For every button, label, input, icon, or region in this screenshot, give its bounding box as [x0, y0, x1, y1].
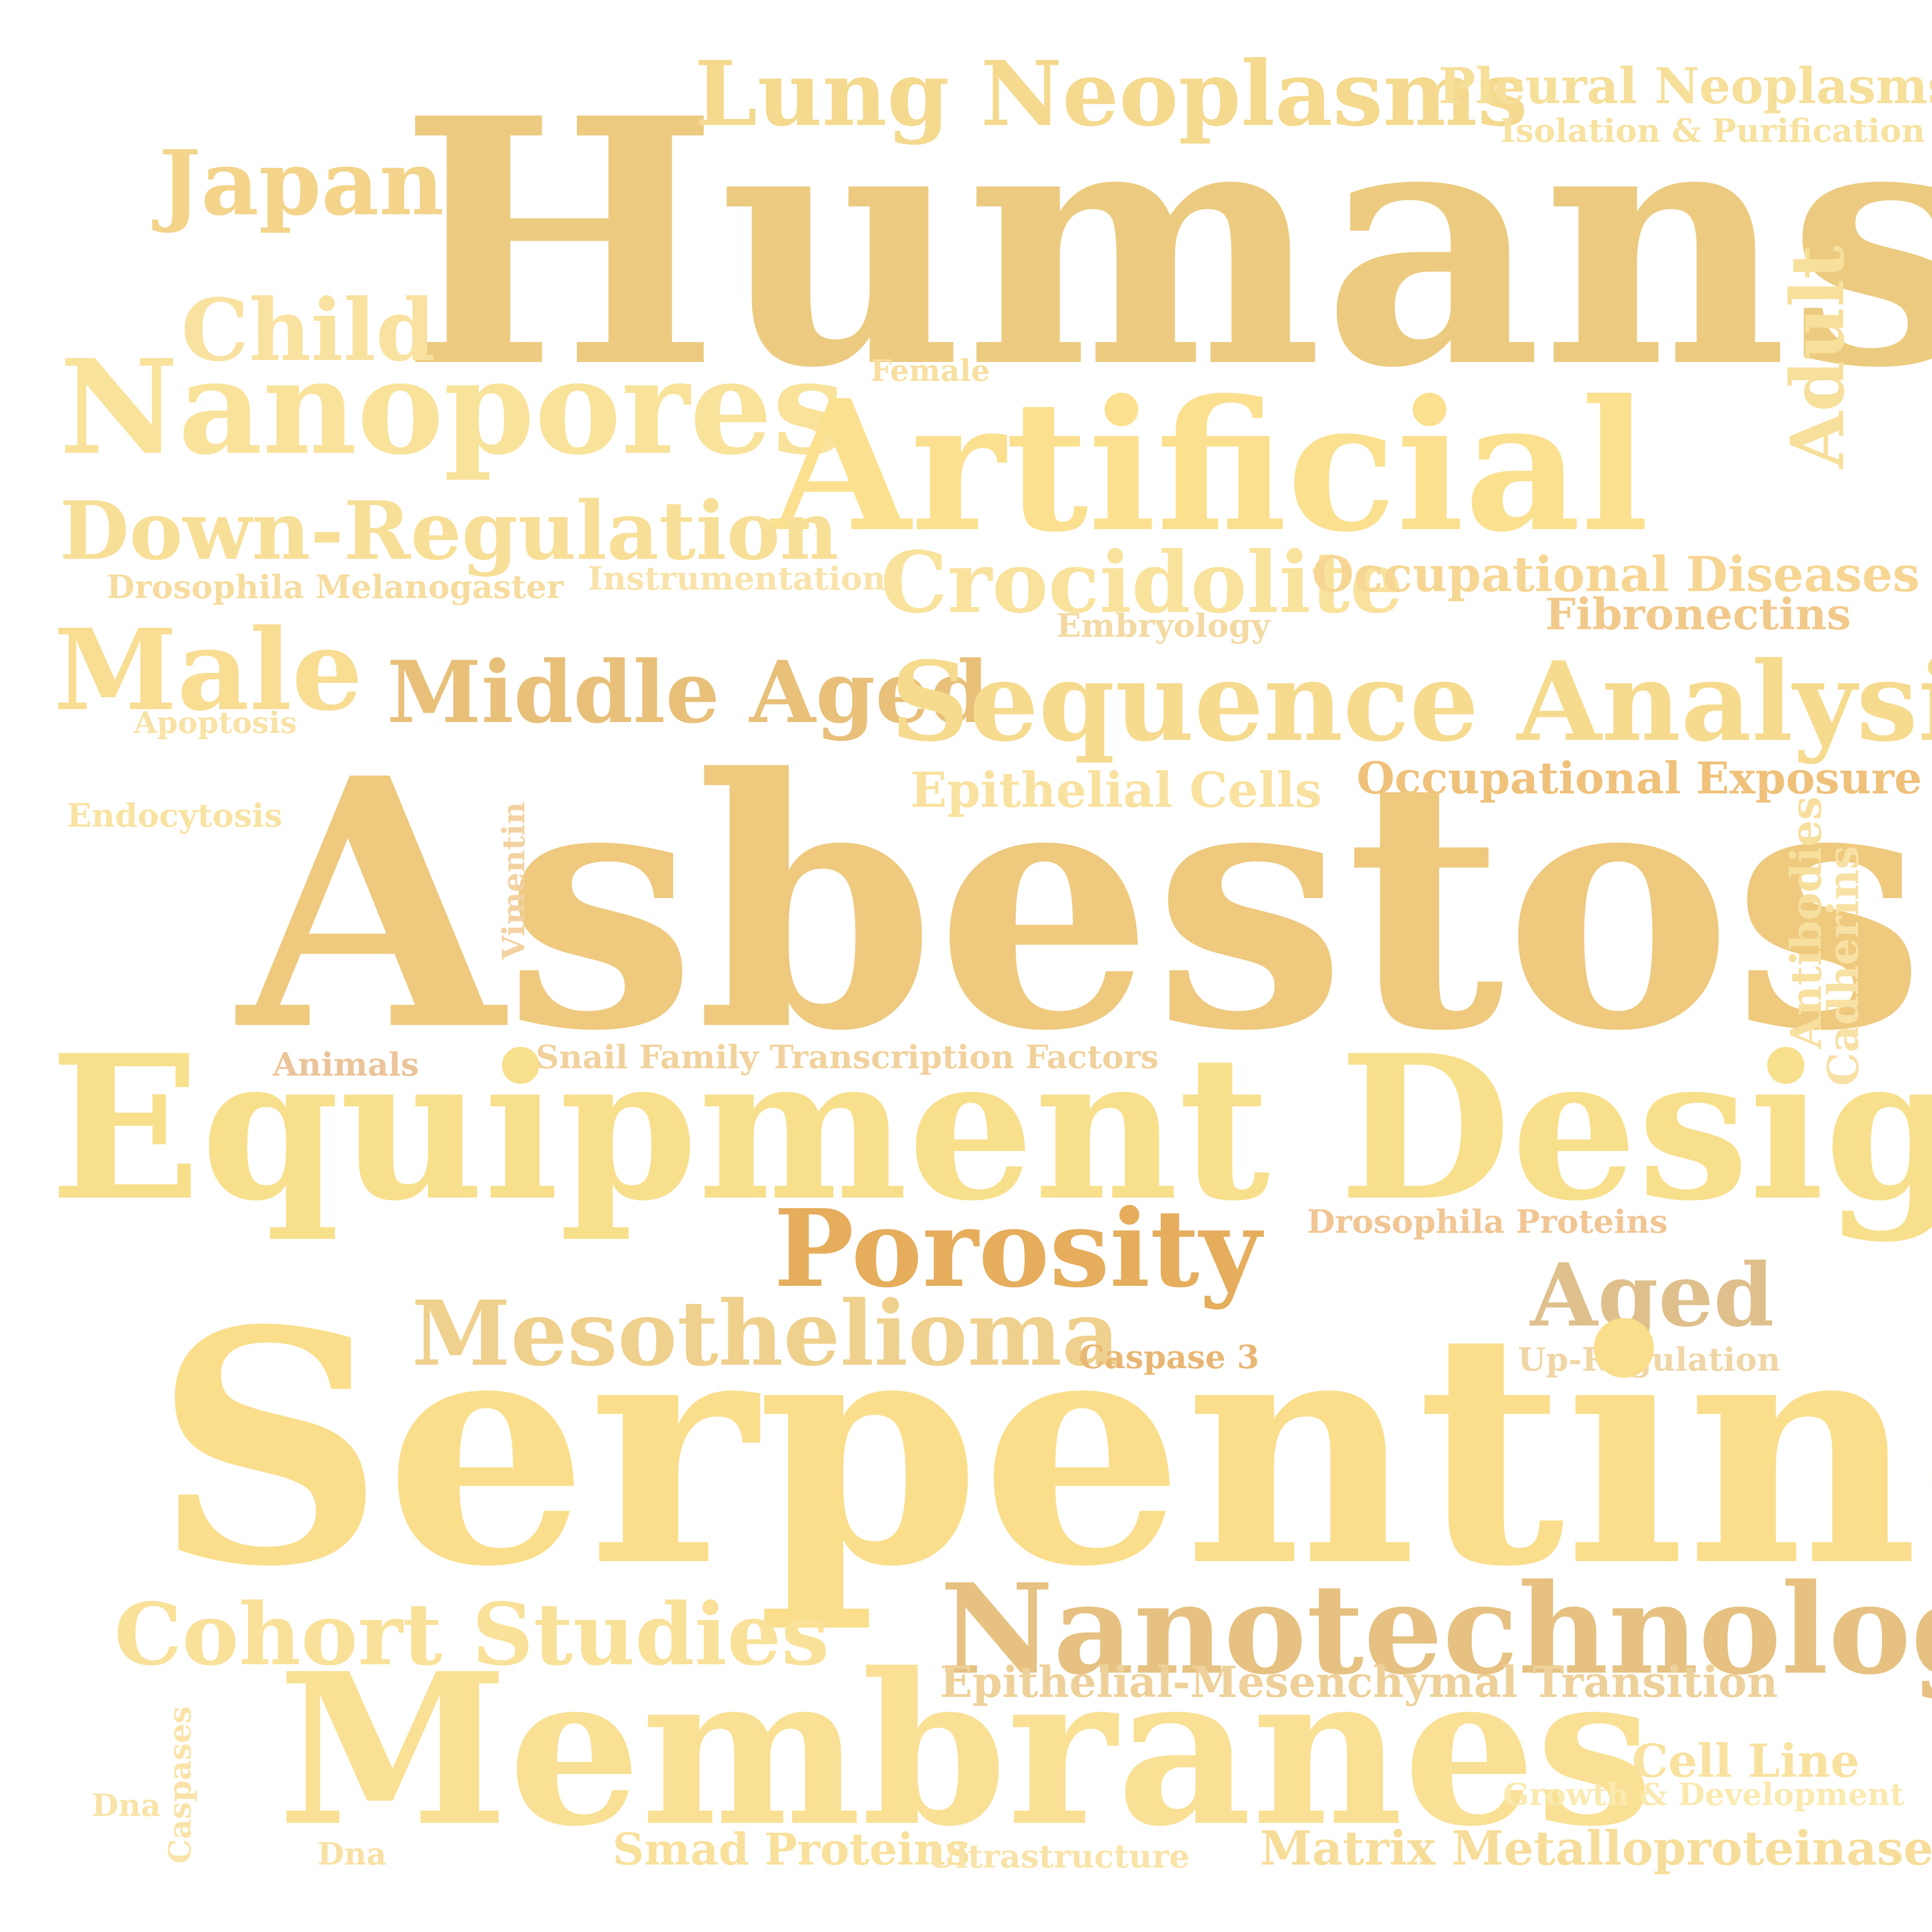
- word-cell-line: Cell Line: [1632, 1734, 1860, 1788]
- word-drosophila-melanogaster: Drosophila Melanogaster: [107, 568, 564, 606]
- word-sequence-analysis: Sequence Analysis: [890, 637, 1932, 766]
- word-snail-family-transcription-factors: Snail Family Transcription Factors: [536, 1038, 1159, 1076]
- word-artificial: Artificial: [771, 361, 1649, 572]
- word-mesothelioma: Mesothelioma: [412, 1281, 1120, 1386]
- word-child: Child: [181, 280, 436, 380]
- word-dna-2: Dna: [317, 1836, 387, 1872]
- word-matrix-metalloproteinase-2: Matrix Metalloproteinase 2: [1260, 1821, 1932, 1876]
- word-cohort-studies: Cohort Studies: [114, 1584, 829, 1685]
- word-epithelial-mesenchymal-transition: Epithelial-Mesenchymal Transition: [940, 1657, 1778, 1707]
- word-drosophila-proteins: Drosophila Proteins: [1307, 1203, 1668, 1241]
- word-fibronectins: Fibronectins: [1545, 589, 1851, 640]
- word-japan: Japan: [159, 131, 444, 236]
- word-animals: Animals: [273, 1046, 419, 1084]
- word-lung-neoplasms: Lung Neoplasms: [694, 42, 1528, 146]
- word-occupational-diseases: Occupational Diseases: [1312, 546, 1920, 603]
- word-occupational-exposure: Occupational Exposure: [1357, 752, 1922, 804]
- word-ultrastructure: Ultrastructure: [928, 1838, 1190, 1875]
- word-pleural-neoplasms: Pleural Neoplasms: [1438, 58, 1932, 115]
- word-endocytosis: Endocytosis: [67, 797, 283, 835]
- word-equipment-design: Equipment Design: [50, 1012, 1932, 1245]
- word-caspases: Caspases: [162, 1706, 198, 1864]
- word-epithelial-cells: Epithelial Cells: [910, 762, 1322, 818]
- word-aged: Aged: [1530, 1245, 1774, 1346]
- word-down-regulation: Down-Regulation: [60, 484, 839, 578]
- word-isolation-purification: Isolation & Purification: [1500, 112, 1925, 150]
- word-humans: Humans: [399, 45, 1932, 442]
- word-female: Female: [871, 354, 990, 388]
- word-nanotechnology: Nanotechnology: [940, 1556, 1932, 1702]
- word-instrumentation: Instrumentation: [588, 560, 886, 598]
- word-embryology: Embryology: [1057, 607, 1270, 645]
- word-crocidolite: Crocidolite: [880, 533, 1404, 632]
- word-apoptosis: Apoptosis: [134, 706, 297, 740]
- word-porosity: Porosity: [774, 1186, 1261, 1311]
- word-up-regulation: Up-Regulation: [1518, 1341, 1781, 1379]
- word-vimentin: Vimentin: [496, 802, 532, 960]
- word-caspase-3: Caspase 3: [1079, 1338, 1259, 1376]
- word-smad-proteins: Smad Proteins: [613, 1823, 970, 1875]
- word-dna-1: Dna: [92, 1787, 161, 1823]
- word-nanopores: Nanopores: [60, 331, 846, 483]
- word-middle-aged: Middle Aged: [387, 642, 990, 742]
- word-membranes: Membranes: [278, 1628, 1653, 1872]
- word-adult: Adult: [1774, 245, 1861, 469]
- word-growth-development: Growth & Development: [1503, 1776, 1904, 1812]
- word-asbestos: Asbestos: [238, 704, 1926, 1106]
- word-serpentine: Serpentine: [154, 1261, 1932, 1637]
- word-male: Male: [54, 605, 363, 736]
